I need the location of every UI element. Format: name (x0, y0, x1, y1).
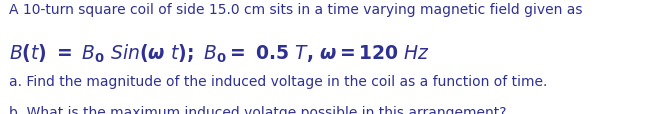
Text: $\mathbf{\mathit{B}}\mathbf{(\mathit{t})}\ \mathbf{=}\ \mathbf{\mathit{B}}_{\mat: $\mathbf{\mathit{B}}\mathbf{(\mathit{t})… (9, 42, 430, 64)
Text: A 10-turn square coil of side 15.0 cm sits in a time varying magnetic field give: A 10-turn square coil of side 15.0 cm si… (9, 3, 582, 17)
Text: a. Find the magnitude of the induced voltage in the coil as a function of time.: a. Find the magnitude of the induced vol… (9, 74, 547, 88)
Text: b. What is the maximum induced volatge possible in this arrangement?: b. What is the maximum induced volatge p… (9, 105, 506, 114)
